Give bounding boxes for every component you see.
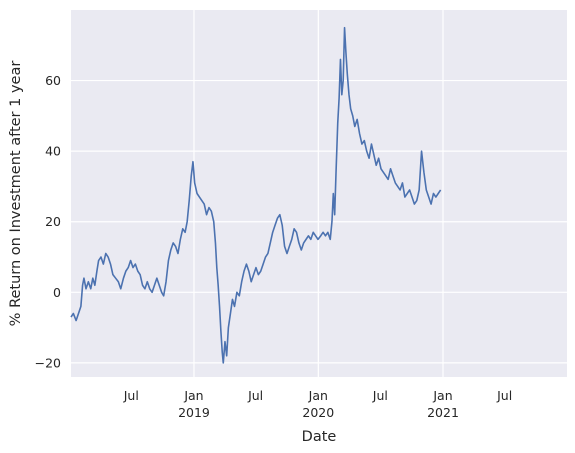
x-tick-label: Jul: [372, 388, 388, 403]
series-line: [70, 26, 442, 364]
x-tick-year-label: 2020: [302, 405, 334, 420]
x-tick-label: Jul: [247, 388, 263, 403]
x-axis-ticks: Jul Jan 2019 Jul Jan 2020 Jul Jan 2021 Jul: [123, 388, 512, 420]
series-layer: [70, 26, 442, 364]
x-tick-year-label: 2021: [427, 405, 459, 420]
y-tick-label: 60: [45, 73, 61, 88]
x-tick-label: Jan: [308, 388, 328, 403]
y-tick-label: −20: [35, 355, 61, 370]
y-tick-label: 40: [45, 144, 61, 159]
gridlines: [71, 10, 567, 377]
x-axis-title: Date: [302, 429, 337, 445]
x-tick-label: Jul: [496, 388, 512, 403]
y-axis-ticks: −20 0 20 40 60: [35, 73, 61, 370]
x-tick-label: Jan: [432, 388, 452, 403]
y-tick-label: 20: [45, 214, 61, 229]
x-tick-year-label: 2019: [178, 405, 210, 420]
y-axis-title: % Return on Investment after 1 year: [8, 61, 24, 327]
x-tick-label: Jan: [183, 388, 203, 403]
x-tick-label: Jul: [123, 388, 139, 403]
plot-area: [71, 10, 567, 377]
y-tick-label: 0: [53, 285, 61, 300]
